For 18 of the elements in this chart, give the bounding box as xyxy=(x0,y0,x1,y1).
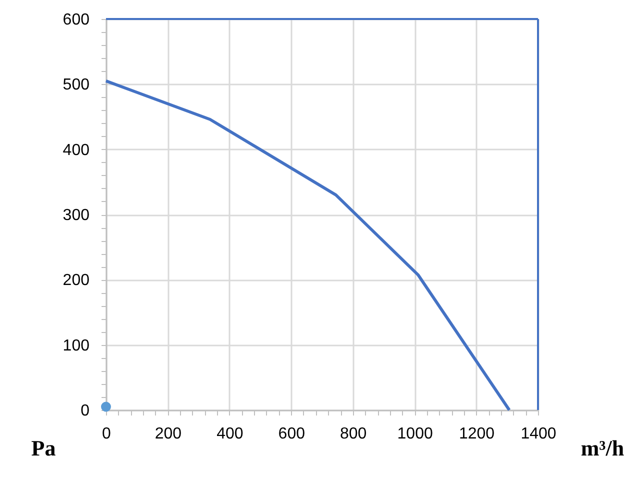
y-tick-label: 300 xyxy=(62,207,90,224)
x-tick-label: 400 xyxy=(216,426,244,442)
y-axis-title: Pa xyxy=(31,436,56,460)
x-axis-title: m³/h xyxy=(580,436,624,460)
x-tick-label: 1200 xyxy=(458,426,495,442)
y-tick-label: 0 xyxy=(80,402,90,420)
x-tick-label: 1000 xyxy=(397,426,433,442)
x-tick-label: 200 xyxy=(154,426,182,442)
y-tick-label: 400 xyxy=(62,142,90,159)
x-tick-label: 800 xyxy=(340,426,367,442)
line-series xyxy=(104,79,511,412)
x-tick-label: 1400 xyxy=(520,426,556,442)
x-tick-label: 0 xyxy=(102,426,112,442)
y-tick-label: 200 xyxy=(62,272,90,290)
y-tick-label: 600 xyxy=(62,12,90,28)
x-tick-label: 600 xyxy=(278,426,306,442)
y-tick-label: 500 xyxy=(62,76,90,94)
y-tick-label: 100 xyxy=(62,337,90,354)
